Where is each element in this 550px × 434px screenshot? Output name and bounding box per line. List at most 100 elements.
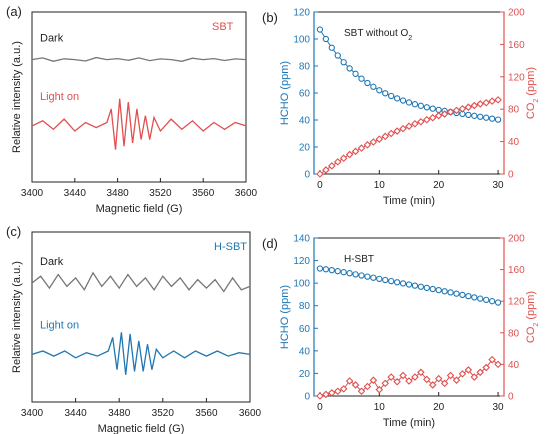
series-label: Dark [40,256,64,268]
data-point-co2 [322,166,330,174]
y-left-axis-label: HCHO (ppm) [279,285,291,349]
x-tick-label: 3440 [64,188,87,199]
data-point-co2 [381,132,390,141]
x-tick-label: 10 [374,402,386,413]
data-point-co2 [351,147,360,156]
data-point-co2 [452,106,461,115]
data-point-co2 [328,162,336,170]
panel-a: 3400 3440 3480 3520 3560 3600 Magnetic field (… [6,4,258,215]
data-point-hcho [334,268,341,275]
data-point-co2 [405,377,413,385]
y-left-tick-label: 100 [293,279,310,290]
data-point-co2 [488,355,496,364]
data-point-co2 [434,374,443,383]
data-point-hcho [328,267,335,274]
data-point-hcho [364,79,371,87]
data-point-co2 [446,108,455,116]
y-left-tick-label: 40 [299,116,311,127]
y-right-tick-label: 200 [508,234,525,245]
data-point-co2 [464,103,473,111]
data-point-hcho [316,26,324,33]
data-point-hcho [370,274,377,281]
series-line-dark [31,271,251,293]
x-tick-label: 3600 [239,408,262,419]
y-right-tick-label: 120 [508,72,525,83]
data-point-hcho [388,92,395,100]
x-tick-label: 3560 [195,408,218,419]
data-point-co2 [405,122,413,130]
data-point-co2 [345,377,354,385]
data-point-co2 [369,138,378,146]
data-point-hcho [465,292,472,300]
chart-title: H-SBT [344,254,374,265]
data-point-hcho [352,70,359,77]
data-point-hcho [435,286,442,294]
data-point-hcho [399,280,407,287]
data-point-co2 [316,170,324,178]
data-point-co2 [458,105,467,113]
panel-label: (c) [6,224,21,239]
series-line-dark [31,56,247,62]
data-point-hcho [393,279,401,286]
data-point-hcho [340,269,347,276]
data-point-co2 [375,385,384,394]
data-point-co2 [428,381,437,389]
y-right-tick-label: 160 [508,40,525,51]
data-point-co2 [440,110,449,118]
data-point-co2 [482,363,490,372]
data-point-co2 [434,111,443,120]
data-point-hcho [328,44,335,51]
y-right-tick-label: 120 [508,297,525,308]
data-point-hcho [334,52,341,59]
data-point-hcho [417,283,425,290]
x-tick-label: 10 [374,180,386,191]
y-right-axis-label: CO2 (ppm) [525,67,540,119]
plot-frame [31,11,247,183]
data-point-hcho [488,298,496,305]
series-label: Light on [40,91,79,103]
data-point-co2 [446,371,455,380]
data-point-co2 [476,100,485,108]
data-point-hcho [471,294,478,301]
y-left-tick-label: 0 [304,170,310,181]
data-point-hcho [411,101,419,108]
series-line-light-on [31,98,247,150]
data-point-hcho [376,275,383,283]
data-point-co2 [369,376,378,384]
series-label: Light on [40,319,79,331]
x-tick-label: 3440 [64,408,87,419]
x-tick-label: 20 [433,402,445,413]
y-left-tick-label: 140 [293,234,310,245]
y-left-tick-label: 120 [293,256,310,267]
data-point-co2 [470,101,479,110]
y-left-tick-label: 20 [299,369,311,380]
x-tick-label: 30 [493,180,505,191]
y-right-tick-label: 80 [508,105,520,116]
panel-label: (a) [6,4,22,19]
data-point-hcho [376,87,383,94]
data-point-hcho [483,114,490,121]
data-point-co2 [351,381,360,389]
data-point-hcho [358,75,365,82]
data-point-co2 [482,98,490,107]
data-point-hcho [423,104,430,111]
data-point-hcho [459,291,466,299]
data-point-co2 [322,390,330,399]
x-tick-label: 3480 [106,188,129,199]
data-point-hcho [465,111,472,119]
y-left-axis-label: HCHO (ppm) [279,61,291,125]
data-point-co2 [339,154,348,162]
x-tick-label: 3600 [235,188,258,199]
data-point-co2 [440,379,449,388]
y-right-tick-label: 40 [508,360,520,371]
data-point-hcho [429,105,436,112]
data-point-hcho [399,97,407,104]
data-point-co2 [333,387,342,396]
data-point-co2 [357,144,366,152]
data-point-co2 [476,368,485,377]
data-point-co2 [357,387,366,396]
series-label: Dark [40,33,64,45]
x-tick-label: 3520 [152,408,175,419]
data-point-co2 [452,376,461,384]
